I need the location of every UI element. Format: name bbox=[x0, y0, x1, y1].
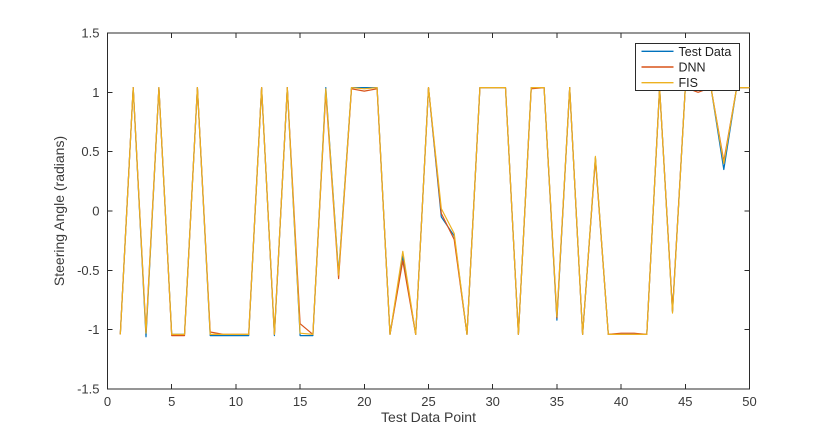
x-tick-label: 40 bbox=[614, 394, 628, 409]
series-line-test-data bbox=[119, 86, 750, 338]
x-axis-label: Test Data Point bbox=[381, 409, 476, 425]
legend-label-test-data: Test Data bbox=[679, 45, 732, 59]
x-tick-label: 45 bbox=[678, 394, 692, 409]
x-tick-label: 35 bbox=[550, 394, 564, 409]
x-tick-label: 20 bbox=[357, 394, 371, 409]
x-tick-label: 50 bbox=[742, 394, 756, 409]
x-tick-label: 25 bbox=[421, 394, 435, 409]
series-layer bbox=[119, 86, 750, 338]
y-tick-label: -0.5 bbox=[77, 263, 99, 278]
y-tick-label: 1.5 bbox=[81, 26, 99, 41]
x-tick-label: 10 bbox=[229, 394, 243, 409]
x-tick-label: 5 bbox=[168, 394, 175, 409]
legend-label-fis: FIS bbox=[679, 76, 698, 90]
y-tick-label: -1.5 bbox=[77, 382, 99, 397]
y-tick-label: 1 bbox=[92, 85, 99, 100]
y-tick-label: -1 bbox=[88, 322, 100, 337]
x-tick-label: 30 bbox=[485, 394, 499, 409]
legend-label-dnn: DNN bbox=[679, 61, 706, 75]
x-tick-label: 0 bbox=[104, 394, 111, 409]
y-tick-label: 0 bbox=[92, 204, 99, 219]
x-tick-label: 15 bbox=[293, 394, 307, 409]
axes-layer: 0 5 10 15 20 25 30 35 40 45 50 -1.5 -1 -0.5 0 0.5 1 1.5 bbox=[77, 26, 757, 410]
y-tick-label: 0.5 bbox=[81, 144, 99, 159]
series-line-fis bbox=[119, 86, 750, 335]
y-axis-label: Steering Angle (radians) bbox=[51, 136, 67, 286]
series-line-dnn bbox=[119, 86, 750, 337]
